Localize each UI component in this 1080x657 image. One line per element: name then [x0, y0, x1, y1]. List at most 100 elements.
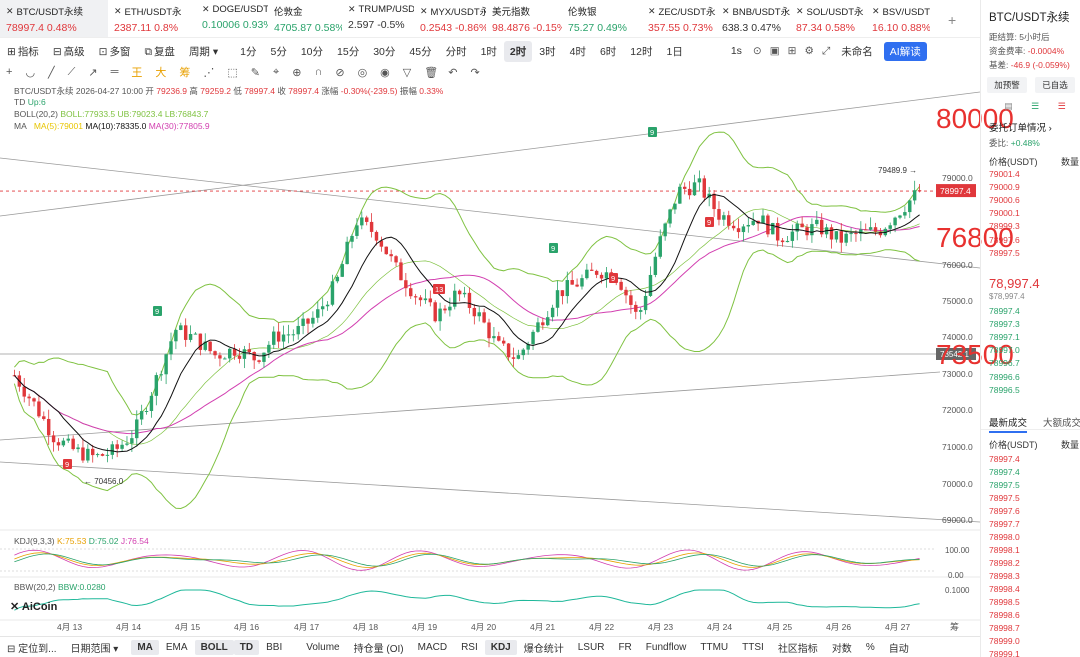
ticker-tab[interactable]: ✕ BNB/USDT永 638.3 0.47% [716, 0, 790, 37]
ticker-tab[interactable]: ✕ ZEC/USDT永 357.55 0.73% [642, 0, 716, 37]
period-9[interactable]: 3时 [539, 45, 556, 58]
period-1[interactable]: 5分 [270, 45, 287, 58]
bottom-item-5[interactable]: TD [233, 639, 260, 655]
trend-line[interactable] [0, 461, 980, 523]
bottom-item-11[interactable]: KDJ [484, 639, 517, 655]
close-icon[interactable]: ✕ [796, 5, 804, 16]
period-4[interactable]: 30分 [373, 45, 396, 58]
tab-large-trades[interactable]: 大额成交 [1043, 418, 1080, 429]
kdj-indicator-label[interactable]: KDJ(9,3,3) K:75.53 D:75.02 J:76.54 [14, 536, 149, 546]
bottom-item-16[interactable]: TTMU [700, 641, 729, 653]
rect-tool-icon[interactable]: ⬚ [227, 66, 238, 79]
chevron-right-icon[interactable]: › [1048, 123, 1052, 134]
period-7[interactable]: 1时 [480, 45, 497, 58]
bid-price[interactable]: 78996.6 [989, 371, 1020, 382]
zoom-tool-icon[interactable]: ⊕ [292, 66, 302, 79]
fullscreen-icon[interactable]: ⤢ [821, 44, 831, 57]
gann-tool-icon[interactable]: 筹 [179, 67, 191, 79]
ask-price[interactable]: 78997.6 [989, 234, 1020, 245]
ticker-tab[interactable]: 伦敦金 4705.87 0.58% [268, 0, 342, 37]
ticker-tab[interactable]: 伦敦银 75.27 0.49% [562, 0, 642, 37]
close-icon[interactable]: ✕ [202, 4, 210, 14]
line-tool-icon[interactable]: ╱ [48, 66, 55, 79]
close-icon[interactable]: ✕ [6, 5, 14, 16]
close-icon[interactable]: ✕ [648, 5, 656, 16]
bottom-item-12[interactable]: 爆仓统计 [523, 643, 564, 655]
ray-tool-icon[interactable]: ⟋ [67, 65, 76, 78]
bottom-item-18[interactable]: 社区指标 [777, 643, 818, 655]
bottom-item-1[interactable]: 日期范围 ▾ [70, 643, 119, 655]
settings-icon[interactable]: ⚙ [804, 45, 814, 57]
toolbar-indicator-button[interactable]: ⊞ 指标 [7, 45, 39, 58]
ask-price[interactable]: 78999.3 [989, 221, 1020, 232]
period-10[interactable]: 4时 [569, 45, 586, 58]
bottom-item-4[interactable]: BOLL [194, 639, 234, 655]
toolbar-replay-button[interactable]: ⧉ 复盘 [144, 45, 175, 58]
favorited-button[interactable]: 已自选 [1035, 77, 1075, 93]
ticker-tab[interactable]: ✕ TRUMP/USD 2.597 -0.5% [342, 0, 414, 37]
book-bid-icon[interactable]: ☰ [1031, 101, 1040, 111]
ticker-tab[interactable]: ✕BSV/USDT永 16.10 0.88% [866, 0, 930, 37]
eye-icon[interactable]: ◉ [380, 66, 390, 79]
period-13[interactable]: 1日 [666, 45, 683, 58]
ai-interpret-button[interactable]: AI解读 [883, 41, 927, 61]
layout-icon[interactable]: ⊞ [787, 45, 797, 57]
trend-line[interactable] [0, 91, 980, 217]
ask-price[interactable]: 79000.6 [989, 195, 1020, 206]
ask-price[interactable]: 79001.4 [989, 169, 1020, 179]
bid-price[interactable]: 78996.5 [989, 384, 1020, 395]
trend-line[interactable] [0, 157, 980, 269]
period-5[interactable]: 45分 [409, 45, 432, 58]
ticker-tab[interactable]: 美元指数 98.4876 -0.15% [486, 0, 562, 37]
period-8[interactable]: 2时 [503, 40, 533, 62]
filter-icon[interactable]: ▽ [402, 66, 412, 79]
bid-price[interactable]: 78996.7 [989, 358, 1020, 369]
toolbar-period-button[interactable]: 周期 ▾ [188, 45, 219, 58]
hide-tool-icon[interactable]: ◎ [357, 66, 368, 79]
close-icon[interactable]: ✕ [722, 5, 730, 16]
book-both-icon[interactable]: ▤ [1004, 101, 1013, 111]
close-icon[interactable]: ✕ [348, 4, 356, 14]
period-2[interactable]: 10分 [300, 45, 324, 58]
bottom-item-14[interactable]: FR [618, 641, 632, 653]
bottom-item-21[interactable]: 自动 [888, 643, 909, 655]
bottom-item-3[interactable]: EMA [165, 641, 188, 653]
measure-tool-icon[interactable]: ⌖ [273, 65, 280, 78]
pattern-tool-icon[interactable]: ⋰ [203, 66, 215, 79]
period-3[interactable]: 15分 [337, 45, 360, 58]
bottom-item-20[interactable]: % [865, 641, 875, 653]
bottom-item-10[interactable]: RSI [461, 641, 478, 653]
close-icon[interactable]: ✕ [872, 5, 880, 16]
td-indicator-label[interactable]: TD Up:6 [14, 97, 46, 107]
tab-latest-trades[interactable]: 最新成交 [989, 415, 1028, 433]
camera-icon[interactable]: ⊙ [752, 45, 762, 57]
bottom-item-9[interactable]: MACD [417, 641, 448, 653]
bid-price[interactable]: 78997.0 [989, 345, 1020, 356]
bottom-item-8[interactable]: 持仓量 (OI) [353, 643, 404, 655]
ticker-tab[interactable]: ✕DOGE/USDT: 0.10006 0.93% [196, 0, 268, 37]
ask-price[interactable]: 79000.9 [989, 182, 1020, 193]
book-ask-icon[interactable]: ☰ [1057, 101, 1066, 111]
redo-icon[interactable]: ↷ [470, 66, 480, 79]
bottom-item-7[interactable]: Volume [306, 641, 340, 653]
period-6[interactable]: 分时 [445, 45, 467, 58]
close-icon[interactable]: ✕ [420, 5, 428, 16]
ask-price[interactable]: 79000.1 [989, 208, 1020, 219]
add-tab-icon[interactable]: + [948, 12, 957, 28]
trend-tool-icon[interactable]: ↗ [88, 66, 98, 79]
channel-tool-icon[interactable]: 王 [131, 67, 143, 79]
toolbar-advanced-button[interactable]: ⊟ 高级 [52, 45, 85, 58]
add-alert-button[interactable]: 加预警 [987, 77, 1027, 93]
ticker-tab[interactable]: ✕ BTC/USDT永续 78997.4 0.48% [0, 0, 108, 37]
bottom-item-2[interactable]: MA [131, 639, 159, 655]
boll-indicator-label[interactable]: BOLL(20,2) BOLL:77933.5 UB:79023.4 LB:76… [14, 109, 209, 119]
bottom-item-0[interactable]: ⊟ 定位到... [7, 643, 57, 655]
ask-price[interactable]: 78997.5 [989, 247, 1020, 258]
bottom-item-19[interactable]: 对数 [831, 643, 852, 655]
wave-tool-icon[interactable]: 大 [155, 67, 167, 79]
screenshot-icon[interactable]: ▣ [769, 45, 780, 57]
bbw-indicator-label[interactable]: BBW(20,2) BBW:0.0280 [14, 582, 106, 592]
ticker-tab[interactable]: ✕ SOL/USDT永 87.34 0.58% [790, 0, 866, 37]
ticker-tab[interactable]: ✕ ETH/USDT永 2387.11 0.8% [108, 0, 196, 37]
bottom-item-15[interactable]: Fundflow [645, 641, 687, 653]
